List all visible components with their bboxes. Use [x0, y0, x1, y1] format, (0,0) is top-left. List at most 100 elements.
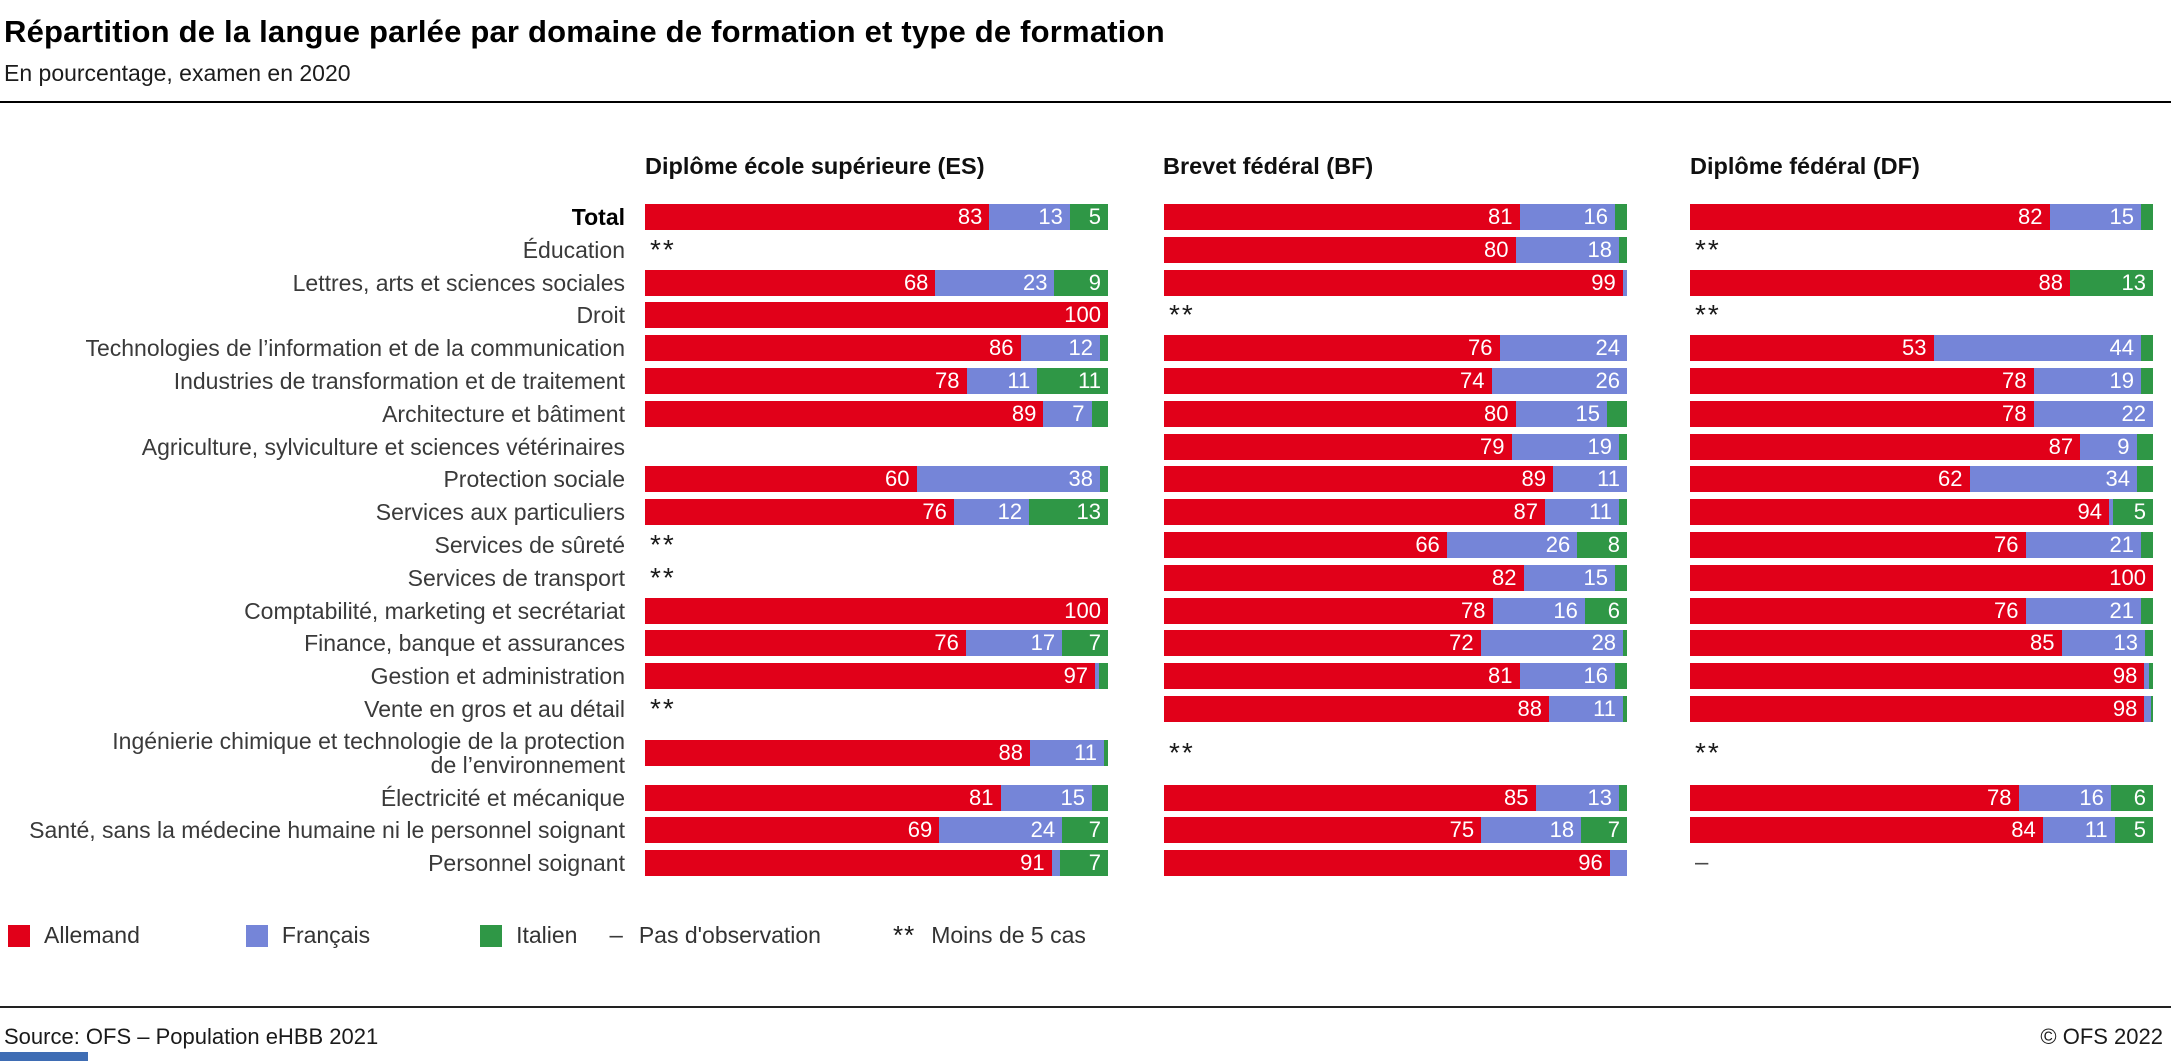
stacked-bar: 79 19: [1164, 433, 1627, 460]
bar-segment-italien: [1619, 236, 1627, 263]
marker-less-than-5-cases: **: [650, 692, 676, 724]
bar-segment-italien: [1100, 335, 1108, 362]
row-label: Santé, sans la médecine humaine ni le pe…: [29, 817, 625, 844]
bar-segment-francais: 17: [965, 630, 1063, 657]
bar-segment-francais: [2144, 663, 2149, 690]
bar-segment-francais: [2109, 499, 2114, 526]
legend-label: Français: [281, 922, 371, 949]
bar-value-label: 88: [1517, 695, 1542, 721]
bar-value-label: 85: [1504, 784, 1529, 810]
bar-value-label: 68: [903, 269, 929, 295]
stacked-bar: 98: [1690, 695, 2153, 722]
legend-item-italien: Italien: [480, 922, 577, 949]
bar-value-label: 16: [1553, 597, 1578, 623]
stacked-bar: 76 21: [1690, 597, 2153, 624]
bar-segment-francais: 34: [1969, 466, 2137, 493]
legend-item-francais: Français: [245, 922, 371, 949]
stacked-bar: 100: [645, 302, 1108, 329]
chart-row: Services de transport ** 82 15 100: [0, 563, 2171, 591]
bar-segment-allemand: 80: [1164, 400, 1516, 427]
bar-value-label: 12: [1068, 335, 1093, 361]
bar-segment-allemand: 82: [1690, 204, 2050, 230]
bar-segment-francais: 24: [1499, 335, 1627, 362]
bar-segment-italien: 13: [2070, 269, 2153, 296]
bar-segment-italien: 7: [1059, 850, 1108, 877]
chart-row: Ingénierie chimique et technologie de la…: [0, 729, 2171, 778]
bar-segment-allemand: 76: [645, 499, 954, 526]
chart-row: Architecture et bâtiment 89 7 80 15 78 22: [0, 400, 2171, 427]
bar-value-label: 82: [2018, 204, 2043, 229]
stacked-bar: 76 24: [1164, 335, 1627, 362]
bar-segment-italien: [1091, 400, 1108, 427]
row-label: Industries de transformation et de trait…: [173, 367, 625, 394]
bar-segment-italien: 8: [1577, 531, 1627, 558]
bar-value-label: 94: [2077, 499, 2103, 525]
marker-less-than-5-cases: **: [650, 528, 676, 560]
bar-segment-allemand: 81: [1164, 204, 1520, 230]
panel-cell-bf: 76 24: [1164, 335, 1627, 362]
bar-segment-allemand: 84: [1690, 817, 2043, 844]
bar-segment-allemand: 76: [1690, 531, 2026, 558]
bar-value-label: 53: [1902, 335, 1927, 361]
bar-segment-francais: 16: [2018, 784, 2111, 811]
stacked-bar: 83 13 5: [645, 204, 1108, 230]
bar-value-label: 89: [1011, 400, 1037, 426]
bar-segment-allemand: 72: [1164, 630, 1481, 657]
page-subtitle: En pourcentage, examen en 2020: [4, 60, 351, 86]
bar-segment-italien: [1092, 784, 1108, 811]
bar-segment-italien: [1100, 466, 1108, 493]
bar-value-label: 88: [998, 740, 1023, 766]
bar-segment-allemand: 78: [1690, 784, 2019, 811]
stacked-bar: 88 11: [1164, 695, 1627, 722]
row-label: Électricité et mécanique: [380, 784, 625, 811]
bar-value-label: 7: [1088, 850, 1101, 876]
chart-row: Services de sûreté ** 66 26 8 76 21: [0, 528, 2171, 560]
bar-segment-allemand: 100: [645, 302, 1108, 329]
bar-value-label: 87: [1513, 499, 1538, 525]
stacked-bar: 75 18 7: [1164, 817, 1628, 844]
bar-segment-italien: [2141, 204, 2153, 230]
stacked-bar: 89 7: [645, 400, 1108, 427]
panel-cell-es: 100: [645, 302, 1108, 329]
panel-cell-bf: 85 13: [1164, 784, 1627, 811]
panel-cell-bf: 78 16 6: [1164, 597, 1627, 624]
marker-less-than-5-cases: **: [1169, 737, 1195, 769]
bar-value-label: 11: [1074, 740, 1097, 766]
stacked-bar: 97: [645, 663, 1108, 690]
bar-value-label: 15: [2109, 204, 2134, 229]
bar-segment-allemand: 88: [1164, 695, 1549, 722]
bar-segment-italien: [1615, 663, 1627, 690]
bar-segment-italien: [1619, 784, 1627, 811]
bar-value-label: 96: [1578, 850, 1603, 876]
bar-segment-italien: [2145, 630, 2153, 657]
stacked-bar: 98: [1690, 663, 2153, 690]
bar-segment-francais: 23: [935, 269, 1055, 296]
legend-item-allemand: Allemand: [8, 922, 140, 949]
bar-segment-italien: [1618, 499, 1627, 526]
panel-cell-df: –: [1690, 850, 2153, 876]
bar-value-label: 76: [1994, 597, 2019, 623]
chart-row: Électricité et mécanique 81 15 85 13 78 16 6: [0, 784, 2171, 811]
bar-value-label: 15: [1060, 784, 1085, 810]
bar-segment-italien: [1099, 663, 1108, 690]
bar-value-label: 6: [2133, 784, 2146, 810]
row-label: Comptabilité, marketing et secrétariat: [244, 597, 625, 624]
stacked-bar: 100: [645, 597, 1108, 624]
stacked-bar: 69 24 7: [645, 817, 1108, 844]
panel-cell-df: 98: [1690, 663, 2153, 690]
row-label: Vente en gros et au détail: [364, 695, 625, 722]
bar-value-label: 79: [1480, 433, 1505, 459]
stacked-bar: 87 11: [1164, 499, 1627, 526]
bar-segment-allemand: 76: [1690, 597, 2026, 624]
bar-segment-francais: 11: [2042, 817, 2115, 844]
bar-segment-francais: 16: [1492, 597, 1585, 624]
bar-segment-allemand: 80: [1164, 236, 1516, 263]
bar-segment-allemand: 96: [1164, 850, 1610, 877]
bar-value-label: 13: [2121, 269, 2146, 295]
bar-segment-francais: 24: [939, 817, 1063, 844]
bar-value-label: 7: [1088, 817, 1101, 843]
bar-segment-allemand: 68: [645, 269, 936, 296]
bar-segment-allemand: 88: [1690, 269, 2071, 296]
panel-cell-bf: 74 26: [1164, 367, 1627, 394]
bar-value-label: 74: [1460, 367, 1485, 393]
